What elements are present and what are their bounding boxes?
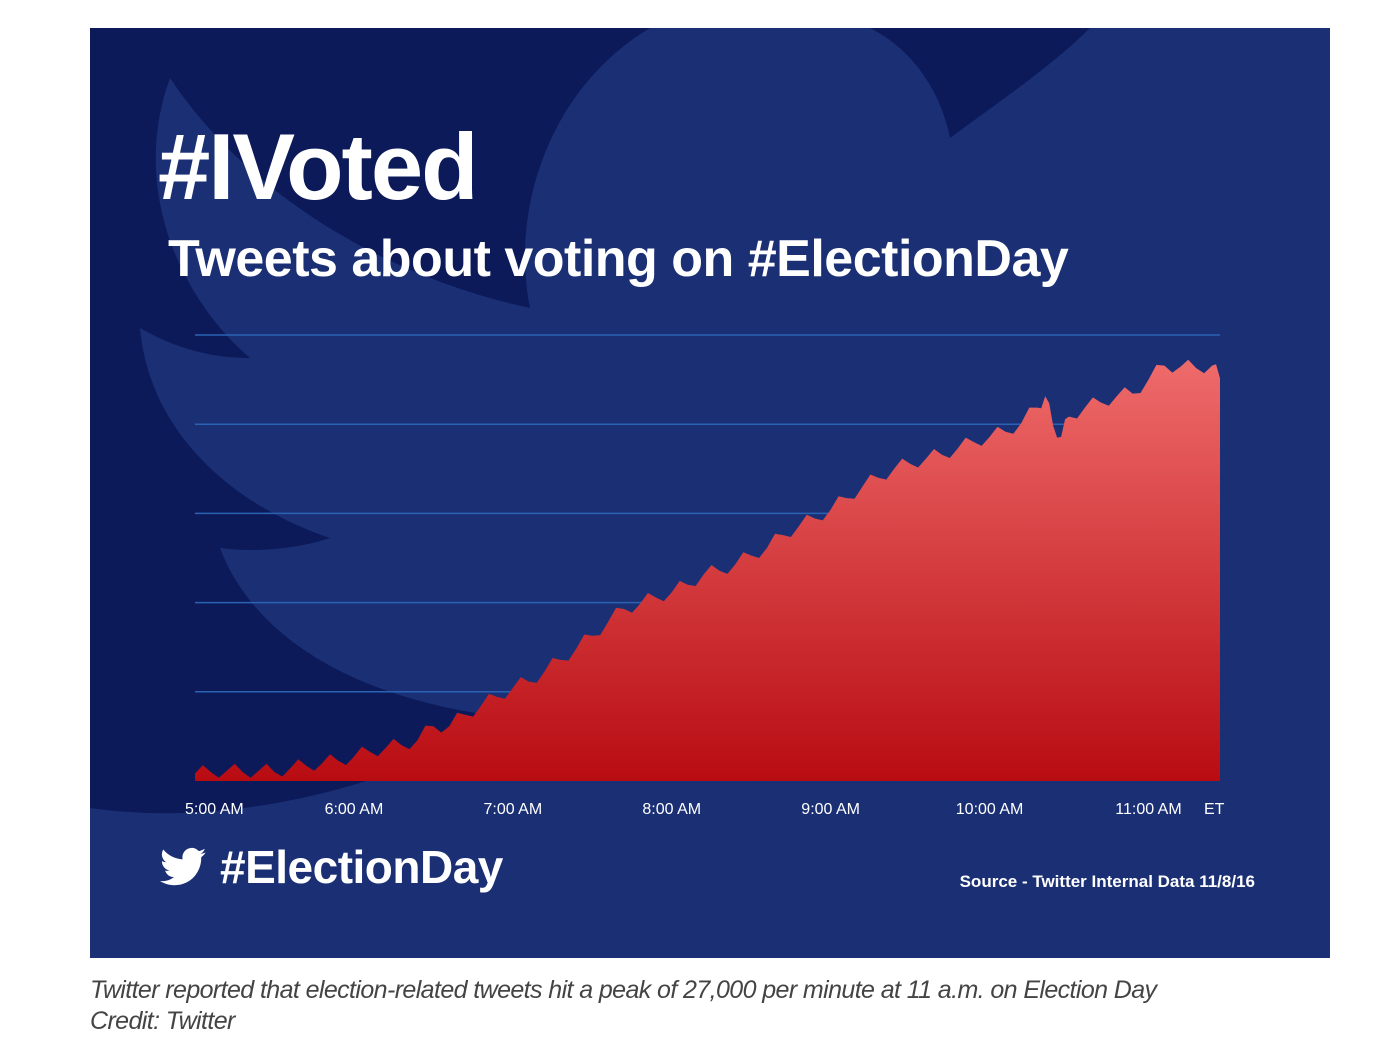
twitter-bird-icon (160, 847, 206, 886)
x-tick-label: 7:00 AM (483, 801, 542, 818)
footer-hashtag: #ElectionDay (220, 841, 503, 893)
tweet-volume-area (195, 359, 1220, 781)
chart-title: Tweets about voting on #ElectionDay (168, 230, 1069, 288)
x-tick-label: 6:00 AM (325, 801, 384, 818)
source-note: Source - Twitter Internal Data 11/8/16 (959, 872, 1255, 891)
x-tick-label: 8:00 AM (642, 801, 701, 818)
x-axis-unit-label: ET (1204, 801, 1225, 818)
photo-caption: Twitter reported that election-related t… (90, 975, 1350, 1037)
footer-brand: #ElectionDay (160, 840, 503, 894)
tweets-area-chart: 5:00 AM 6:00 AM 7:00 AM 8:00 AM 9:00 AM 10:00… (185, 334, 1225, 818)
x-tick-label: 10:00 AM (956, 801, 1024, 818)
infographic-panel: #IVoted Tweets about voting on #Election… (90, 28, 1330, 958)
x-tick-label: 9:00 AM (801, 801, 860, 818)
caption-text: Twitter reported that election-related t… (90, 976, 1157, 1004)
x-tick-label: 5:00 AM (185, 801, 244, 818)
headline: #IVoted (158, 114, 479, 219)
x-tick-label: 11:00 AM (1115, 801, 1181, 818)
caption-credit: Credit: Twitter (90, 1007, 235, 1035)
